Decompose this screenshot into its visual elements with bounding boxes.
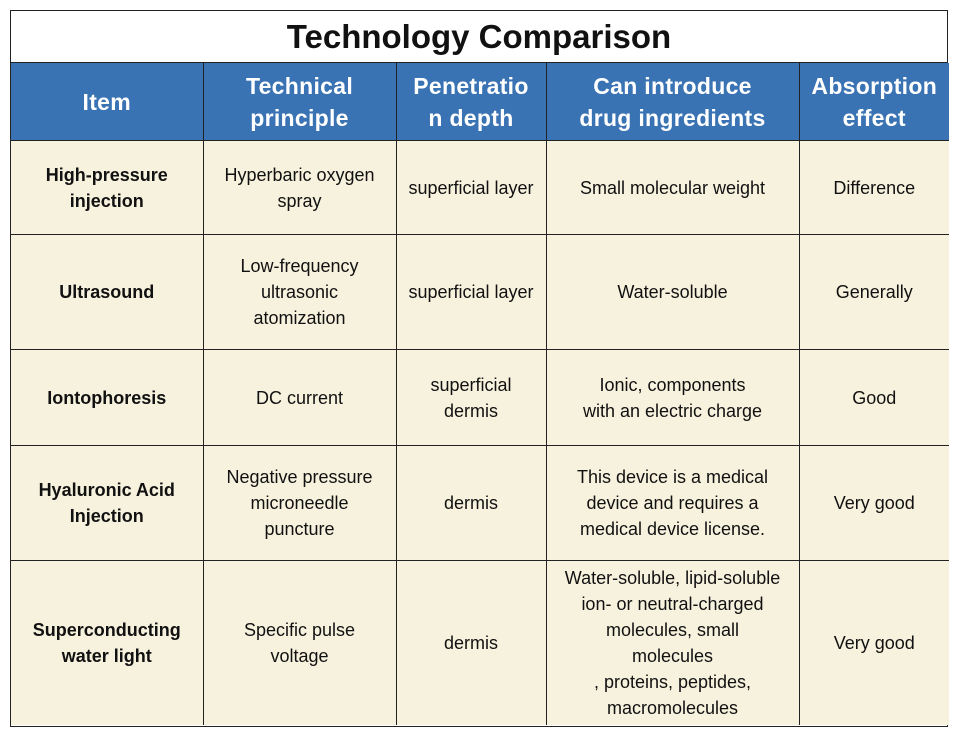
cell-absorption: Difference bbox=[798, 140, 949, 235]
cell-principle: Low-frequency ultrasonic atomization bbox=[202, 234, 397, 350]
cell-absorption: Very good bbox=[798, 445, 949, 561]
cell-absorption: Generally bbox=[798, 234, 949, 350]
header-technical-principle-label: Technical principle bbox=[245, 72, 354, 131]
cell-depth: dermis bbox=[395, 445, 547, 561]
cell-drug-text: Small molecular weight bbox=[579, 177, 766, 198]
cell-principle-text: Low-frequency ultrasonic atomization bbox=[240, 256, 359, 328]
cell-depth-text: superficial dermis bbox=[430, 374, 512, 421]
cell-item: Hyaluronic Acid Injection bbox=[11, 445, 204, 561]
cell-principle: DC current bbox=[202, 349, 397, 446]
cell-item-text: Hyaluronic Acid Injection bbox=[38, 480, 175, 526]
cell-absorption-text: Very good bbox=[833, 633, 915, 653]
cell-principle-text: Hyperbaric oxygen spray bbox=[224, 164, 375, 211]
cell-principle: Negative pressure microneedle puncture bbox=[202, 445, 397, 561]
header-drug-ingredients-label: Can introduce drug ingredients bbox=[579, 72, 766, 131]
cell-item: Superconducting water light bbox=[11, 560, 204, 725]
comparison-sheet: Technology Comparison Item Technical pri… bbox=[10, 10, 949, 727]
cell-depth: superficial layer bbox=[395, 234, 547, 350]
cell-drug-text: Water-soluble bbox=[617, 282, 728, 302]
cell-absorption-text: Generally bbox=[835, 282, 913, 302]
cell-principle-text: Specific pulse voltage bbox=[243, 620, 356, 666]
header-item-label: Item bbox=[82, 88, 131, 115]
cell-item-text: Iontophoresis bbox=[47, 387, 167, 408]
cell-depth: dermis bbox=[395, 560, 547, 725]
cell-item: High-pressure injection bbox=[11, 140, 204, 235]
header-drug-ingredients: Can introduce drug ingredients bbox=[545, 63, 800, 141]
cell-item: Ultrasound bbox=[11, 234, 204, 350]
header-absorption-effect-label: Absorption effect bbox=[811, 72, 938, 131]
table-row: Superconducting water light Specific pul… bbox=[11, 560, 949, 725]
cell-item-text: Superconducting water light bbox=[32, 620, 181, 666]
header-penetration-depth-label: Penetratio n depth bbox=[413, 72, 529, 131]
cell-absorption-text: Difference bbox=[833, 177, 916, 198]
cell-absorption: Very good bbox=[798, 560, 949, 725]
header-absorption-effect: Absorption effect bbox=[798, 63, 949, 141]
cell-drug: This device is a medical device and requ… bbox=[545, 445, 800, 561]
cell-absorption-text: Very good bbox=[833, 493, 915, 513]
cell-drug: Ionic, components with an electric charg… bbox=[545, 349, 800, 446]
cell-depth-text: superficial layer bbox=[408, 177, 534, 198]
table-title: Technology Comparison bbox=[11, 11, 947, 63]
header-technical-principle: Technical principle bbox=[202, 63, 397, 141]
comparison-table: Item Technical principle Penetratio n de… bbox=[11, 63, 949, 725]
cell-absorption-text: Good bbox=[852, 387, 897, 408]
table-row: Hyaluronic Acid Injection Negative press… bbox=[11, 445, 949, 561]
cell-depth-text: superficial layer bbox=[408, 282, 534, 302]
header-item: Item bbox=[11, 63, 204, 141]
cell-drug-text: Ionic, components with an electric charg… bbox=[582, 374, 763, 421]
table-row: Iontophoresis DC current superficial der… bbox=[11, 349, 949, 446]
cell-depth: superficial dermis bbox=[395, 349, 547, 446]
cell-absorption: Good bbox=[798, 349, 949, 446]
cell-depth-text: dermis bbox=[443, 493, 498, 513]
cell-depth-text: dermis bbox=[443, 633, 498, 653]
cell-drug-text: This device is a medical device and requ… bbox=[576, 467, 769, 539]
cell-drug: Water-soluble, lipid-soluble ion- or neu… bbox=[545, 560, 800, 725]
cell-drug-text: Water-soluble, lipid-soluble ion- or neu… bbox=[564, 568, 781, 718]
cell-item: Iontophoresis bbox=[11, 349, 204, 446]
table-row: Ultrasound Low-frequency ultrasonic atom… bbox=[11, 234, 949, 350]
cell-drug: Water-soluble bbox=[545, 234, 800, 350]
cell-item-text: Ultrasound bbox=[59, 282, 155, 302]
cell-drug: Small molecular weight bbox=[545, 140, 800, 235]
header-row: Item Technical principle Penetratio n de… bbox=[11, 63, 949, 141]
cell-item-text: High-pressure injection bbox=[45, 164, 168, 211]
cell-principle: Specific pulse voltage bbox=[202, 560, 397, 725]
header-penetration-depth: Penetratio n depth bbox=[395, 63, 547, 141]
cell-principle: Hyperbaric oxygen spray bbox=[202, 140, 397, 235]
cell-principle-text: DC current bbox=[255, 387, 344, 408]
cell-principle-text: Negative pressure microneedle puncture bbox=[226, 467, 373, 539]
cell-depth: superficial layer bbox=[395, 140, 547, 235]
table-row: High-pressure injection Hyperbaric oxyge… bbox=[11, 140, 949, 235]
